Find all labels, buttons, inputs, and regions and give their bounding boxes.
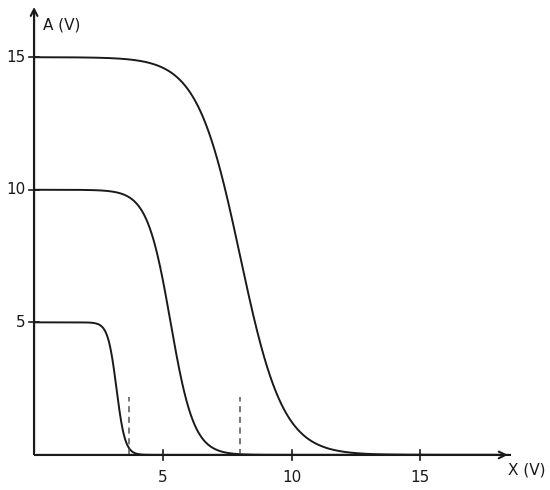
Text: X (V): X (V): [508, 462, 546, 477]
Text: 5: 5: [15, 315, 25, 330]
Text: 5: 5: [158, 469, 168, 485]
Text: 10: 10: [6, 182, 25, 197]
Text: 15: 15: [6, 49, 25, 65]
Text: 15: 15: [411, 469, 430, 485]
Text: A (V): A (V): [43, 18, 80, 32]
Text: 10: 10: [282, 469, 301, 485]
